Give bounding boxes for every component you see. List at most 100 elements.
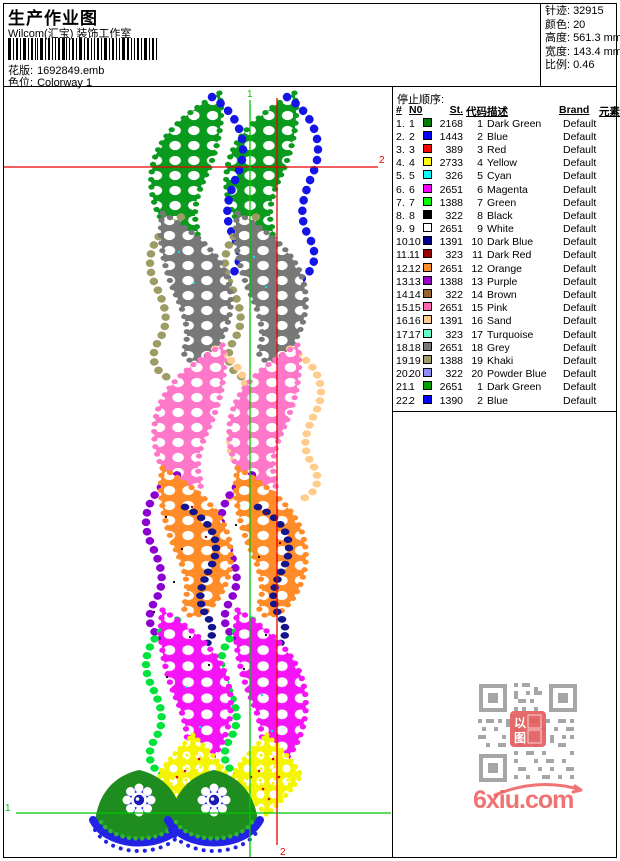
cell-needle: 4 xyxy=(409,157,415,170)
cell-needle: 11 xyxy=(409,249,420,262)
cell-description: Red xyxy=(487,143,507,156)
cell-seq: 5. xyxy=(396,170,405,183)
cell-needle: 13 xyxy=(409,275,421,288)
col-code: 代码 xyxy=(466,106,487,118)
stat-row: 颜色: 20 xyxy=(545,19,615,33)
stat-row: 宽度: 143.4 mm xyxy=(545,46,620,60)
cell-seq: 7. xyxy=(396,196,405,209)
stat-row: 针迹: 32915 xyxy=(545,5,615,19)
cell-needle: 2 xyxy=(409,394,415,407)
cell-seq: 16. xyxy=(396,315,411,328)
color-swatch xyxy=(423,170,432,180)
table-divider xyxy=(392,87,393,857)
table-row: 8. 8 322 8 Black Default xyxy=(396,209,617,222)
table-row: 10. 10 1391 10 Dark Blue Default xyxy=(396,236,617,249)
cell-code: 12 xyxy=(471,262,483,275)
end-marker-label-right: 2 xyxy=(379,155,385,166)
cell-code: 3 xyxy=(477,143,483,156)
cell-description: Sand xyxy=(487,315,512,328)
cell-seq: 8. xyxy=(396,209,405,222)
pattern-label: 花版: xyxy=(8,65,34,77)
cell-description: Brown xyxy=(487,289,517,302)
color-swatch xyxy=(423,354,432,364)
cell-needle: 1 xyxy=(409,117,415,130)
watermark-swoosh xyxy=(493,783,583,797)
cell-stitches: 1390 xyxy=(439,394,463,407)
cell-brand: Default xyxy=(563,354,597,367)
cell-needle: 7 xyxy=(409,196,415,209)
cell-seq: 21. xyxy=(396,381,411,394)
cell-stitches: 322 xyxy=(445,209,463,222)
cell-description: Dark Blue xyxy=(487,236,534,249)
cell-brand: Default xyxy=(563,130,597,143)
cell-seq: 11. xyxy=(396,249,410,262)
cell-description: Yellow xyxy=(487,157,517,170)
stat-value: 20 xyxy=(573,18,586,31)
cell-code: 5 xyxy=(477,170,483,183)
table-row: 21. 1 2651 1 Dark Green Default xyxy=(396,381,617,394)
cell-needle: 6 xyxy=(409,183,415,196)
color-swatch xyxy=(423,341,432,351)
color-swatch xyxy=(423,381,432,391)
col-element: 元素 xyxy=(599,106,620,118)
stat-label: 比例: xyxy=(545,59,571,71)
cell-seq: 20. xyxy=(396,368,411,381)
watermark: 6xiu.com xyxy=(473,781,593,815)
table-row: 11. 11 323 11 Dark Red Default xyxy=(396,249,617,262)
cell-code: 19 xyxy=(471,354,483,367)
cell-needle: 14 xyxy=(409,289,421,302)
cell-brand: Default xyxy=(563,368,597,381)
cell-stitches: 2651 xyxy=(439,262,463,275)
stat-label: 高度: xyxy=(545,32,571,44)
red-seal: 以 图 xyxy=(510,711,546,747)
col-needle: N0 xyxy=(409,104,423,116)
table-row: 16. 16 1391 16 Sand Default xyxy=(396,315,617,328)
cell-needle: 1 xyxy=(409,381,415,394)
cell-needle: 15 xyxy=(409,302,421,315)
watermark-site: 6xiu.com xyxy=(473,786,574,814)
studio-name: Wilcom(汇宝) 装饰工作室 xyxy=(8,28,132,40)
col-stitches: St. xyxy=(449,104,463,116)
table-row: 1. 1 2168 1 Dark Green Default xyxy=(396,117,617,130)
cell-code: 10 xyxy=(471,236,483,249)
table-row: 14. 14 322 14 Brown Default xyxy=(396,288,617,301)
cell-needle: 17 xyxy=(409,328,421,341)
cell-brand: Default xyxy=(563,183,597,196)
cell-brand: Default xyxy=(563,209,597,222)
cell-code: 2 xyxy=(477,130,483,143)
table-row: 4. 4 2733 4 Yellow Default xyxy=(396,157,617,170)
color-swatch xyxy=(423,130,432,140)
cell-seq: 1. xyxy=(396,117,405,130)
cell-description: White xyxy=(487,223,514,236)
stat-value: 143.4 mm xyxy=(573,45,620,58)
cell-needle: 2 xyxy=(409,130,415,143)
cell-seq: 14. xyxy=(396,289,411,302)
cell-stitches: 2651 xyxy=(439,381,463,394)
stat-label: 针迹: xyxy=(545,5,571,17)
cell-stitches: 1443 xyxy=(439,130,463,143)
cell-code: 14 xyxy=(471,289,483,302)
cell-stitches: 1388 xyxy=(439,196,463,209)
cell-code: 8 xyxy=(477,209,483,222)
cell-description: Blue xyxy=(487,130,509,143)
stat-value: 32915 xyxy=(573,5,604,17)
color-swatch xyxy=(423,262,432,272)
cell-description: Dark Red xyxy=(487,249,532,262)
cell-stitches: 2651 xyxy=(439,183,463,196)
color-swatch xyxy=(423,289,432,299)
cell-description: Dark Green xyxy=(487,381,542,394)
cell-seq: 15. xyxy=(396,302,411,315)
cell-code: 15 xyxy=(471,302,483,315)
cell-description: Powder Blue xyxy=(487,368,547,381)
cell-code: 18 xyxy=(471,341,483,354)
cell-seq: 18. xyxy=(396,341,411,354)
cell-seq: 2. xyxy=(396,130,405,143)
cell-seq: 10. xyxy=(396,236,411,249)
cell-seq: 3. xyxy=(396,143,405,156)
cell-stitches: 2651 xyxy=(439,223,463,236)
table-row: 12. 12 2651 12 Orange Default xyxy=(396,262,617,275)
cell-description: Blue xyxy=(487,394,509,407)
cell-needle: 3 xyxy=(409,143,415,156)
darkred-specks xyxy=(190,505,282,545)
